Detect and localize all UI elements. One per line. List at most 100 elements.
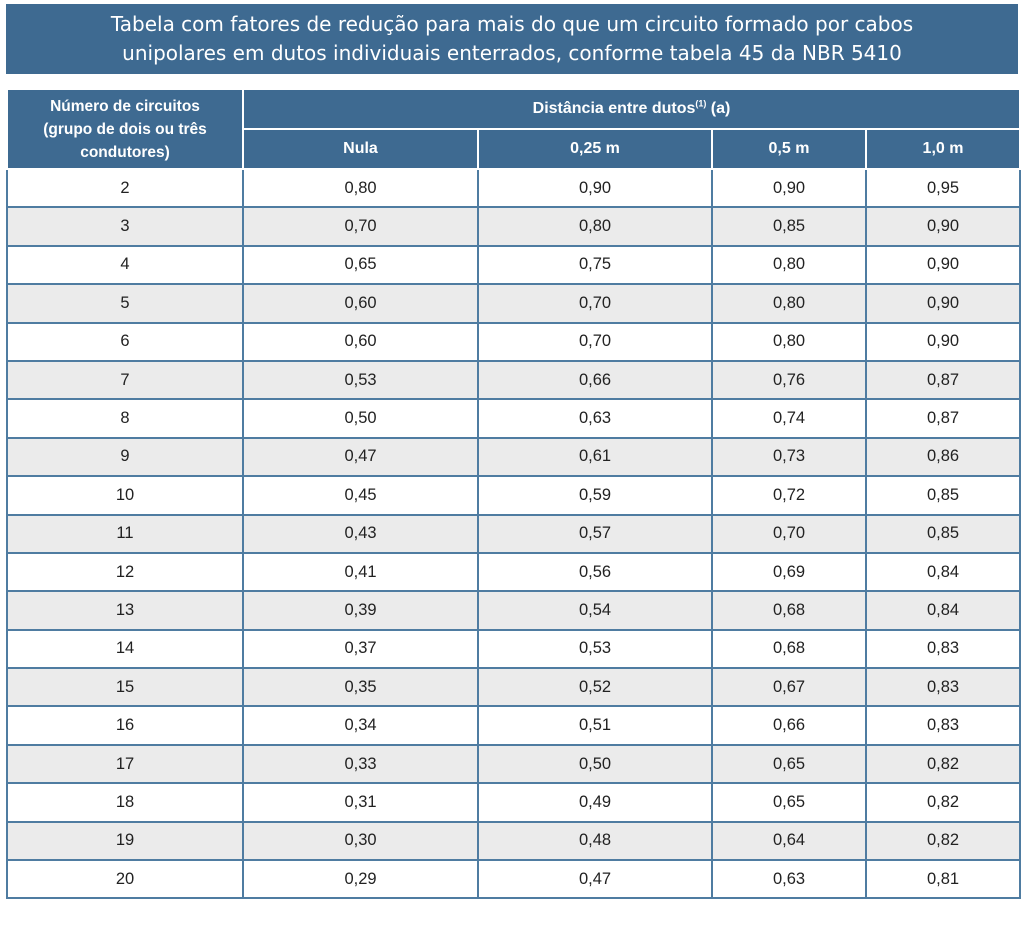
circuit-count-cell: 14 <box>6 628 244 670</box>
table-row: 3 0,70 0,80 0,85 0,90 <box>6 206 1022 247</box>
reduction-factors-table-container: Número de circuitos (grupo de dois ou tr… <box>6 88 1022 900</box>
factor-cell: 0,83 <box>864 705 1022 746</box>
circuit-count-cell: 10 <box>6 475 244 516</box>
factor-cell: 0,59 <box>477 475 713 516</box>
table-row: 2 0,80 0,90 0,90 0,95 <box>6 167 1022 209</box>
circuit-count-cell: 12 <box>6 551 244 593</box>
factor-cell: 0,57 <box>477 513 713 554</box>
factor-cell: 0,85 <box>864 475 1022 516</box>
circuit-count-cell: 15 <box>6 667 244 708</box>
factor-cell: 0,85 <box>711 206 867 247</box>
table-row: 14 0,37 0,53 0,68 0,83 <box>6 628 1022 670</box>
reduction-factors-table: Número de circuitos (grupo de dois ou tr… <box>6 88 1022 900</box>
factor-cell: 0,82 <box>864 820 1022 862</box>
factor-cell: 0,87 <box>864 398 1022 439</box>
table-row: 12 0,41 0,56 0,69 0,84 <box>6 551 1022 593</box>
factor-cell: 0,83 <box>864 628 1022 670</box>
duct-distance-label: Distância entre dutos <box>532 100 696 117</box>
factor-cell: 0,87 <box>864 359 1022 401</box>
factor-cell: 0,47 <box>477 859 713 900</box>
footnote-marker: (1) <box>695 98 707 109</box>
table-row: 17 0,33 0,50 0,65 0,82 <box>6 743 1022 785</box>
factor-cell: 0,84 <box>864 590 1022 631</box>
factor-cell: 0,70 <box>711 513 867 554</box>
circuit-count-cell: 9 <box>6 436 244 478</box>
factor-cell: 0,53 <box>477 628 713 670</box>
factor-cell: 0,90 <box>711 167 867 209</box>
column-header: 0,5 m <box>711 128 867 170</box>
circuit-count-cell: 6 <box>6 321 244 362</box>
factor-cell: 0,72 <box>711 475 867 516</box>
factor-cell: 0,60 <box>242 283 479 324</box>
circuit-count-cell: 3 <box>6 206 244 247</box>
table-row: 4 0,65 0,75 0,80 0,90 <box>6 244 1022 286</box>
factor-cell: 0,56 <box>477 551 713 593</box>
factor-cell: 0,63 <box>711 859 867 900</box>
table-row: 8 0,50 0,63 0,74 0,87 <box>6 398 1022 439</box>
factor-cell: 0,30 <box>242 820 479 862</box>
factor-cell: 0,66 <box>477 359 713 401</box>
factor-cell: 0,81 <box>864 859 1022 900</box>
table-row: 10 0,45 0,59 0,72 0,85 <box>6 475 1022 516</box>
factor-cell: 0,29 <box>242 859 479 900</box>
column-header: Nula <box>242 128 479 170</box>
factor-cell: 0,90 <box>864 283 1022 324</box>
factor-cell: 0,53 <box>242 359 479 401</box>
factor-cell: 0,50 <box>477 743 713 785</box>
circuit-count-cell: 18 <box>6 782 244 823</box>
factor-cell: 0,80 <box>711 321 867 362</box>
factor-cell: 0,76 <box>711 359 867 401</box>
circuit-count-header-label: Número de circuitos (grupo de dois ou tr… <box>43 97 207 161</box>
factor-cell: 0,86 <box>864 436 1022 478</box>
factor-cell: 0,84 <box>864 551 1022 593</box>
circuit-count-cell: 2 <box>6 167 244 209</box>
table-row: 6 0,60 0,70 0,80 0,90 <box>6 321 1022 362</box>
factor-cell: 0,74 <box>711 398 867 439</box>
factor-cell: 0,80 <box>711 244 867 286</box>
table-row: 11 0,43 0,57 0,70 0,85 <box>6 513 1022 554</box>
table-row: 13 0,39 0,54 0,68 0,84 <box>6 590 1022 631</box>
title-line-1: Tabela com fatores de redução para mais … <box>110 12 914 36</box>
factor-cell: 0,52 <box>477 667 713 708</box>
column-header: 1,0 m <box>864 128 1022 170</box>
factor-cell: 0,85 <box>864 513 1022 554</box>
table-body: 2 0,80 0,90 0,90 0,95 3 0,70 0,80 0,85 0,90 4 0,65 0… <box>6 167 1022 900</box>
factor-cell: 0,39 <box>242 590 479 631</box>
factor-cell: 0,82 <box>864 782 1022 823</box>
table-row: 7 0,53 0,66 0,76 0,87 <box>6 359 1022 401</box>
factor-cell: 0,68 <box>711 628 867 670</box>
column-header: 0,25 m <box>477 128 713 170</box>
factor-cell: 0,65 <box>711 743 867 785</box>
factor-cell: 0,47 <box>242 436 479 478</box>
table-row: 18 0,31 0,49 0,65 0,82 <box>6 782 1022 823</box>
factor-cell: 0,90 <box>477 167 713 209</box>
factor-cell: 0,41 <box>242 551 479 593</box>
factor-cell: 0,61 <box>477 436 713 478</box>
factor-cell: 0,80 <box>242 167 479 209</box>
factor-cell: 0,60 <box>242 321 479 362</box>
factor-cell: 0,95 <box>864 167 1022 209</box>
table-row: 15 0,35 0,52 0,67 0,83 <box>6 667 1022 708</box>
factor-cell: 0,48 <box>477 820 713 862</box>
factor-cell: 0,70 <box>242 206 479 247</box>
factor-cell: 0,70 <box>477 321 713 362</box>
title-banner: Tabela com fatores de redução para mais … <box>6 4 1018 74</box>
table-row: 9 0,47 0,61 0,73 0,86 <box>6 436 1022 478</box>
circuit-count-cell: 19 <box>6 820 244 862</box>
factor-cell: 0,51 <box>477 705 713 746</box>
factor-cell: 0,67 <box>711 667 867 708</box>
factor-cell: 0,69 <box>711 551 867 593</box>
circuit-count-cell: 11 <box>6 513 244 554</box>
table-row: 5 0,60 0,70 0,80 0,90 <box>6 283 1022 324</box>
factor-cell: 0,75 <box>477 244 713 286</box>
factor-cell: 0,90 <box>864 206 1022 247</box>
factor-cell: 0,90 <box>864 321 1022 362</box>
duct-distance-suffix: (a) <box>706 100 731 117</box>
factor-cell: 0,34 <box>242 705 479 746</box>
factor-cell: 0,64 <box>711 820 867 862</box>
table-row: 16 0,34 0,51 0,66 0,83 <box>6 705 1022 746</box>
circuit-count-cell: 17 <box>6 743 244 785</box>
factor-cell: 0,50 <box>242 398 479 439</box>
factor-cell: 0,70 <box>477 283 713 324</box>
circuit-count-cell: 4 <box>6 244 244 286</box>
